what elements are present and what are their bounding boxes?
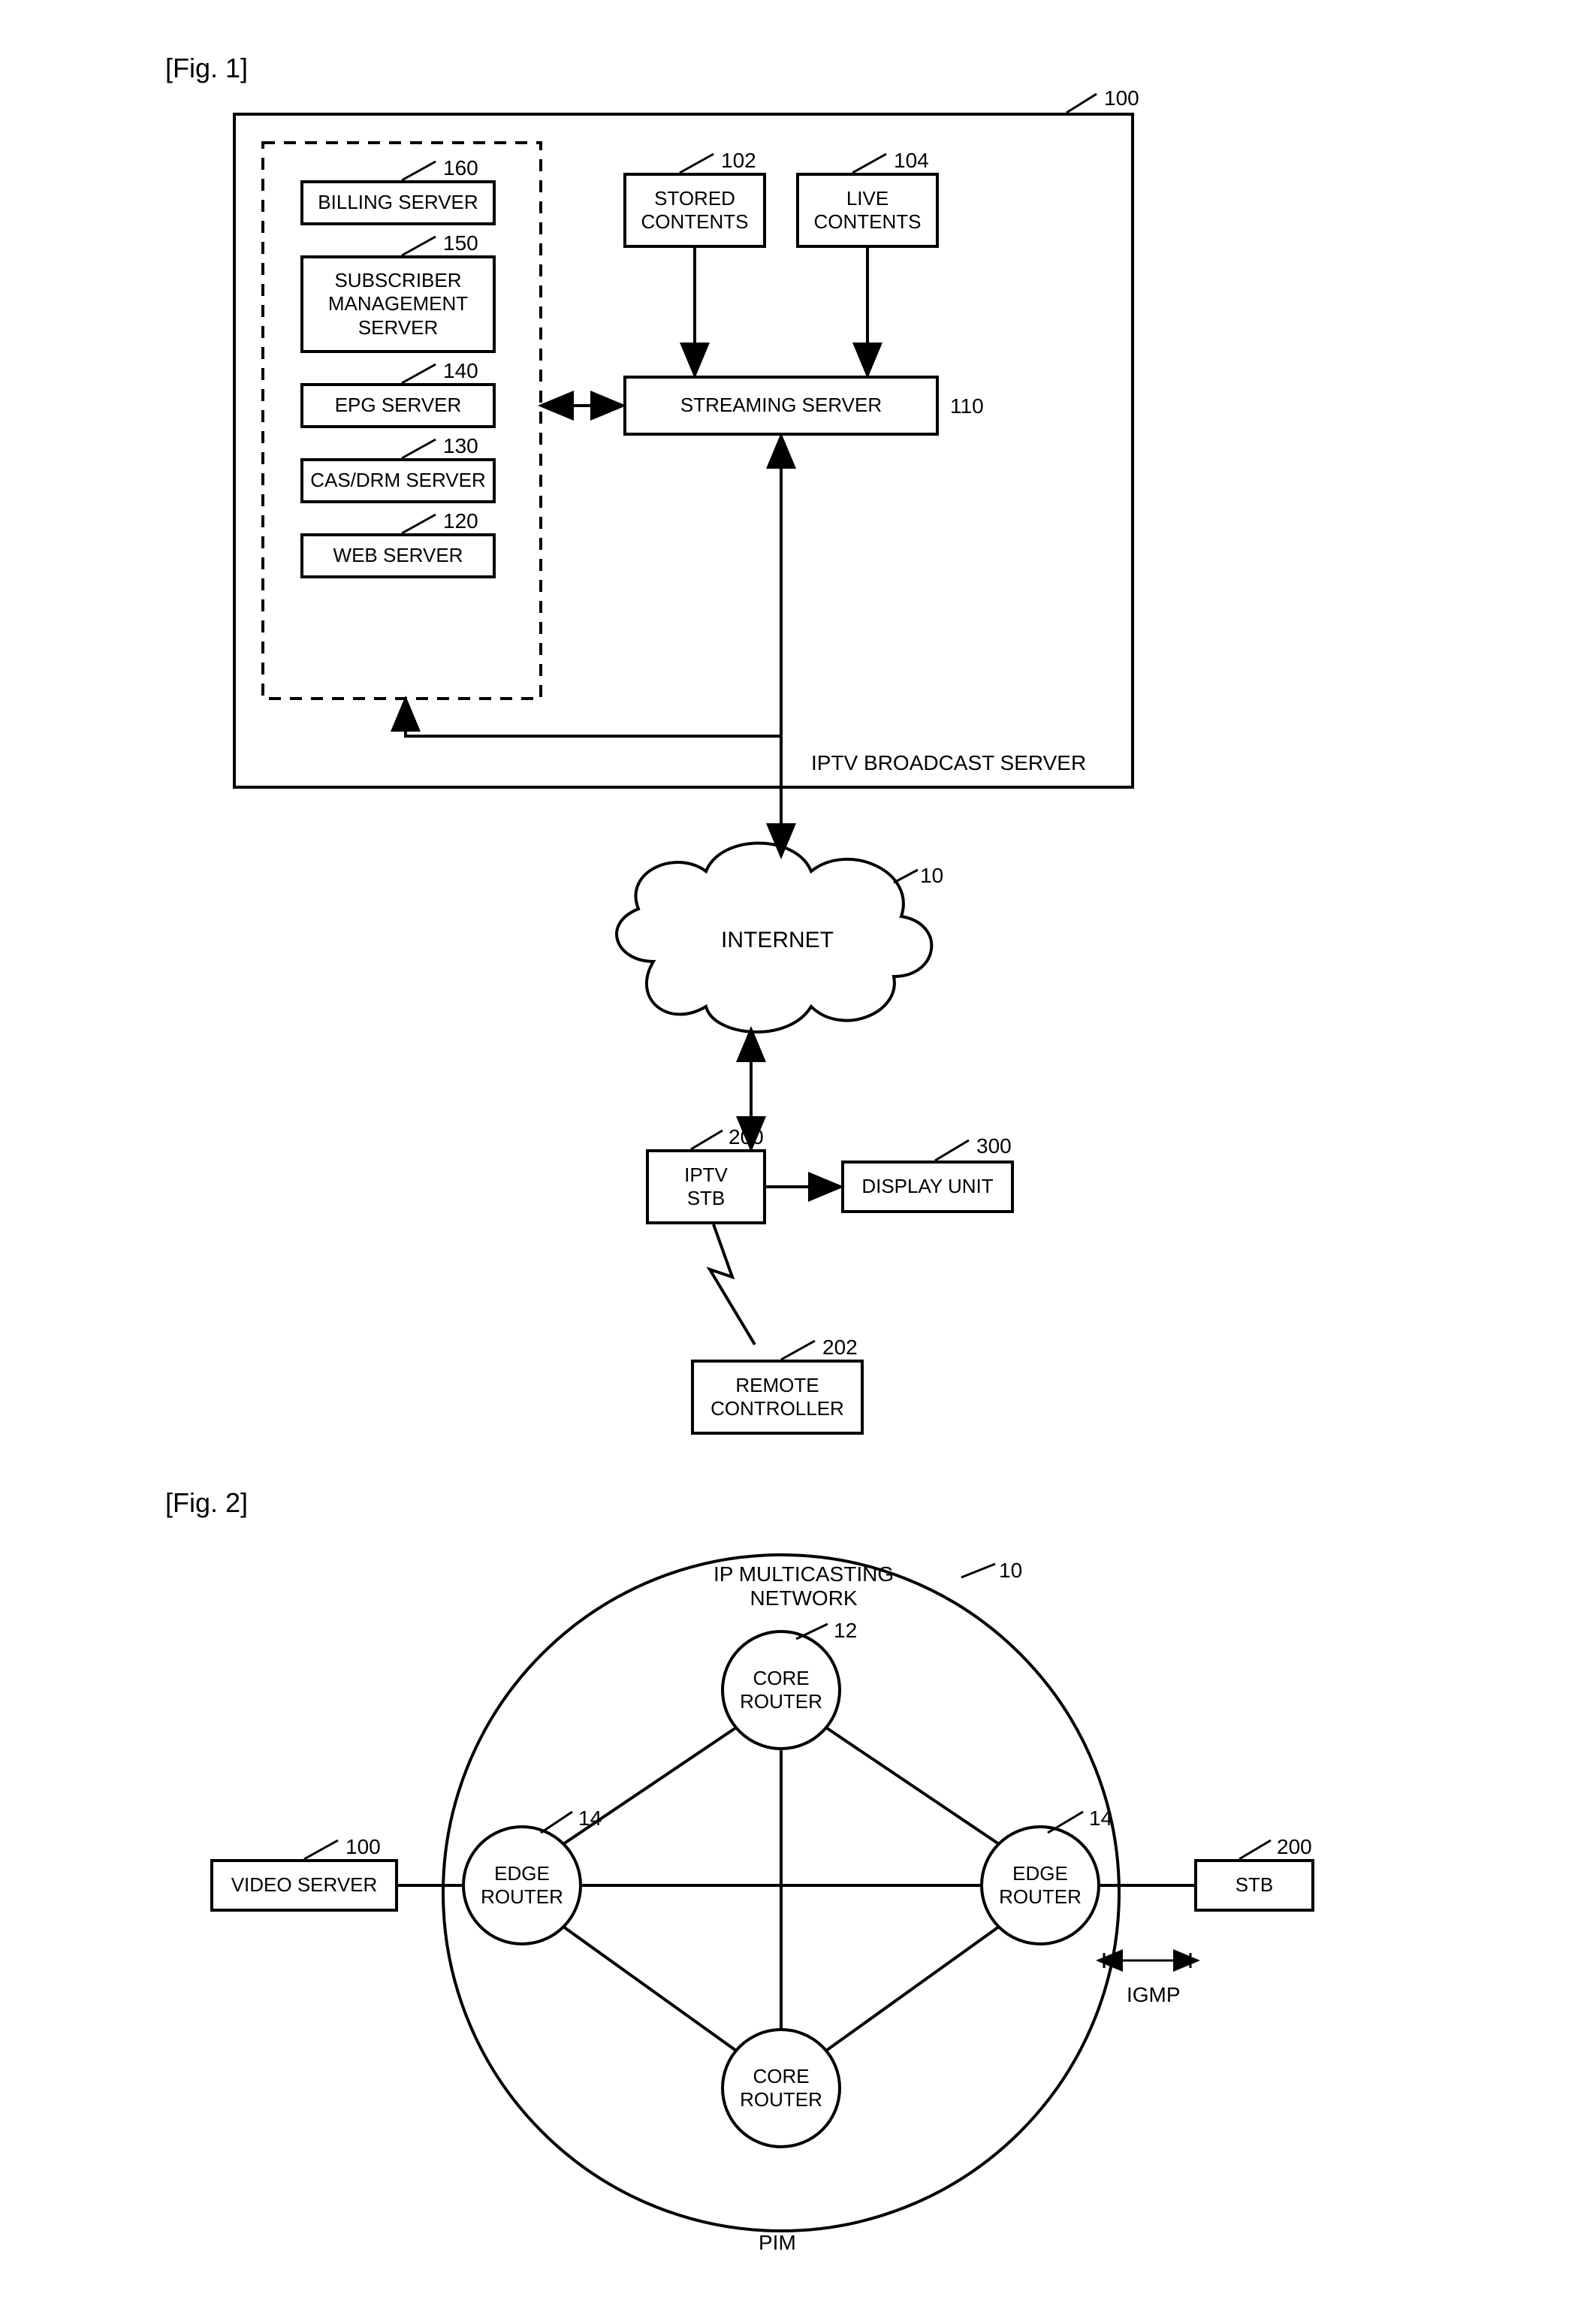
core-router-top: CORE ROUTER [721, 1630, 841, 1750]
ref-14-left: 14 [578, 1806, 602, 1831]
ref-100: 100 [1104, 86, 1139, 110]
remote-controller-box: REMOTE CONTROLLER [691, 1360, 864, 1435]
ref-110: 110 [950, 394, 984, 418]
streaming-server-box: STREAMING SERVER [623, 376, 939, 436]
core-router-bottom: CORE ROUTER [721, 2028, 841, 2148]
fig1-label: [Fig. 1] [165, 53, 248, 84]
ref-10-fig1: 10 [920, 864, 943, 888]
igmp-label: IGMP [1127, 1983, 1181, 2007]
stored-contents-box: STORED CONTENTS [623, 173, 766, 248]
fig2-label: [Fig. 2] [165, 1487, 248, 1519]
ref-120: 120 [443, 509, 478, 533]
ref-14-right: 14 [1089, 1806, 1112, 1831]
epg-server-box: EPG SERVER [300, 383, 496, 428]
internet-label: INTERNET [721, 928, 834, 953]
edge-router-left: EDGE ROUTER [462, 1825, 582, 1945]
edge-router-right: EDGE ROUTER [980, 1825, 1100, 1945]
ref-150: 150 [443, 231, 478, 255]
stb-box: STB [1194, 1859, 1314, 1912]
ref-160: 160 [443, 156, 478, 180]
subscriber-mgmt-box: SUBSCRIBER MANAGEMENT SERVER [300, 255, 496, 353]
ref-10-fig2: 10 [999, 1559, 1022, 1583]
ref-200-fig1: 200 [729, 1125, 764, 1149]
casdrm-server-box: CAS/DRM SERVER [300, 458, 496, 503]
iptv-broadcast-server-label: IPTV BROADCAST SERVER [811, 751, 1086, 775]
ref-102: 102 [721, 149, 756, 173]
video-server-box: VIDEO SERVER [210, 1859, 398, 1912]
iptv-stb-box: IPTV STB [646, 1149, 766, 1224]
ref-200-fig2: 200 [1277, 1835, 1312, 1859]
ref-100-fig2: 100 [345, 1835, 381, 1859]
ref-104: 104 [894, 149, 929, 173]
ref-140: 140 [443, 359, 478, 383]
display-unit-box: DISPLAY UNIT [841, 1161, 1014, 1213]
billing-server-box: BILLING SERVER [300, 180, 496, 225]
ref-12: 12 [834, 1619, 857, 1643]
live-contents-box: LIVE CONTENTS [796, 173, 939, 248]
network-label: IP MULTICASTING NETWORK [714, 1562, 894, 1610]
ref-130: 130 [443, 434, 478, 458]
web-server-box: WEB SERVER [300, 533, 496, 578]
ref-300: 300 [976, 1134, 1012, 1158]
pim-label: PIM [759, 2231, 796, 2255]
ref-202: 202 [822, 1336, 858, 1360]
